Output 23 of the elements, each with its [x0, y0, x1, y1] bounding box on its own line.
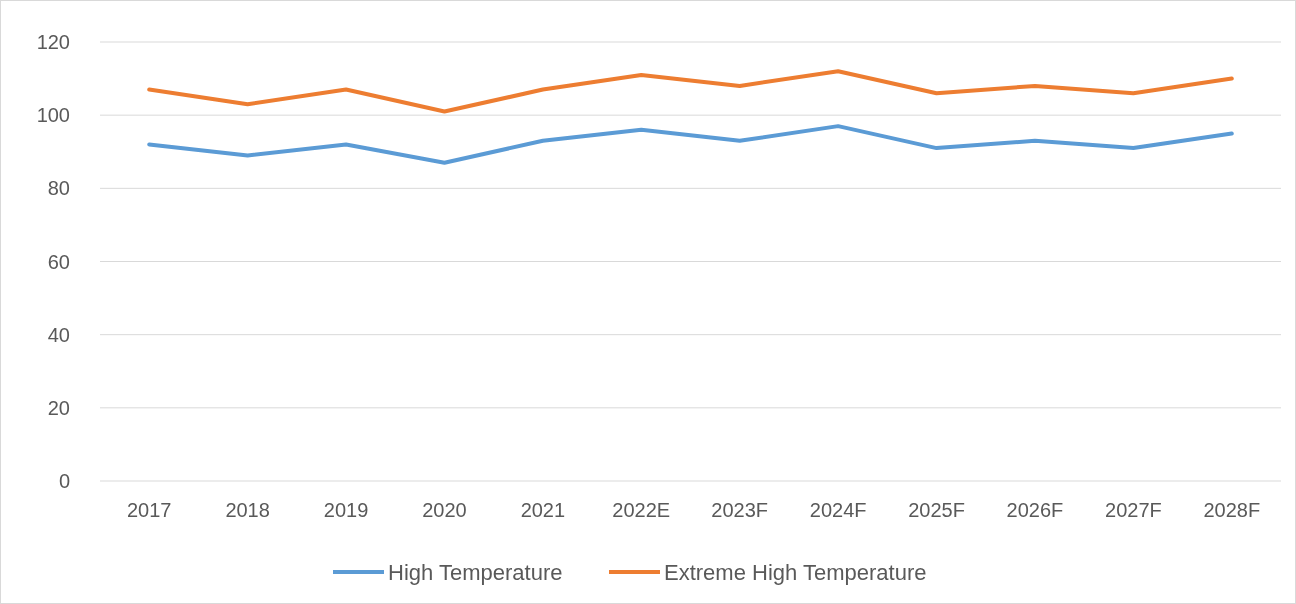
x-tick-label: 2025F — [908, 499, 965, 521]
x-tick-label: 2019 — [323, 499, 369, 521]
x-tick-label: 2017 — [126, 499, 172, 521]
x-tick-label: 2026F — [1006, 499, 1064, 521]
y-tick-label: 0 — [58, 470, 70, 492]
y-tick-label: 120 — [36, 31, 70, 53]
y-tick-label: 20 — [47, 396, 70, 419]
y-tick-label: 60 — [47, 250, 70, 273]
legend-label: Extreme High Temperature — [664, 559, 927, 585]
x-tick-label: 2018 — [225, 499, 270, 521]
y-tick-label: 80 — [47, 177, 70, 200]
legend-label: High Temperature — [388, 559, 563, 585]
x-tick-label: 2023F — [711, 499, 769, 521]
y-tick-label: 40 — [47, 323, 70, 346]
x-tick-label: 2021 — [520, 499, 566, 521]
x-tick-label: 2020 — [422, 499, 467, 521]
line-series — [147, 69, 1234, 114]
x-tick-label: 2024F — [809, 499, 867, 521]
line-series — [147, 124, 1234, 165]
x-tick-label: 2022E — [612, 499, 671, 521]
x-tick-label: 2027F — [1105, 499, 1162, 521]
y-tick-label: 100 — [36, 104, 70, 127]
x-tick-label: 2028F — [1203, 499, 1261, 521]
